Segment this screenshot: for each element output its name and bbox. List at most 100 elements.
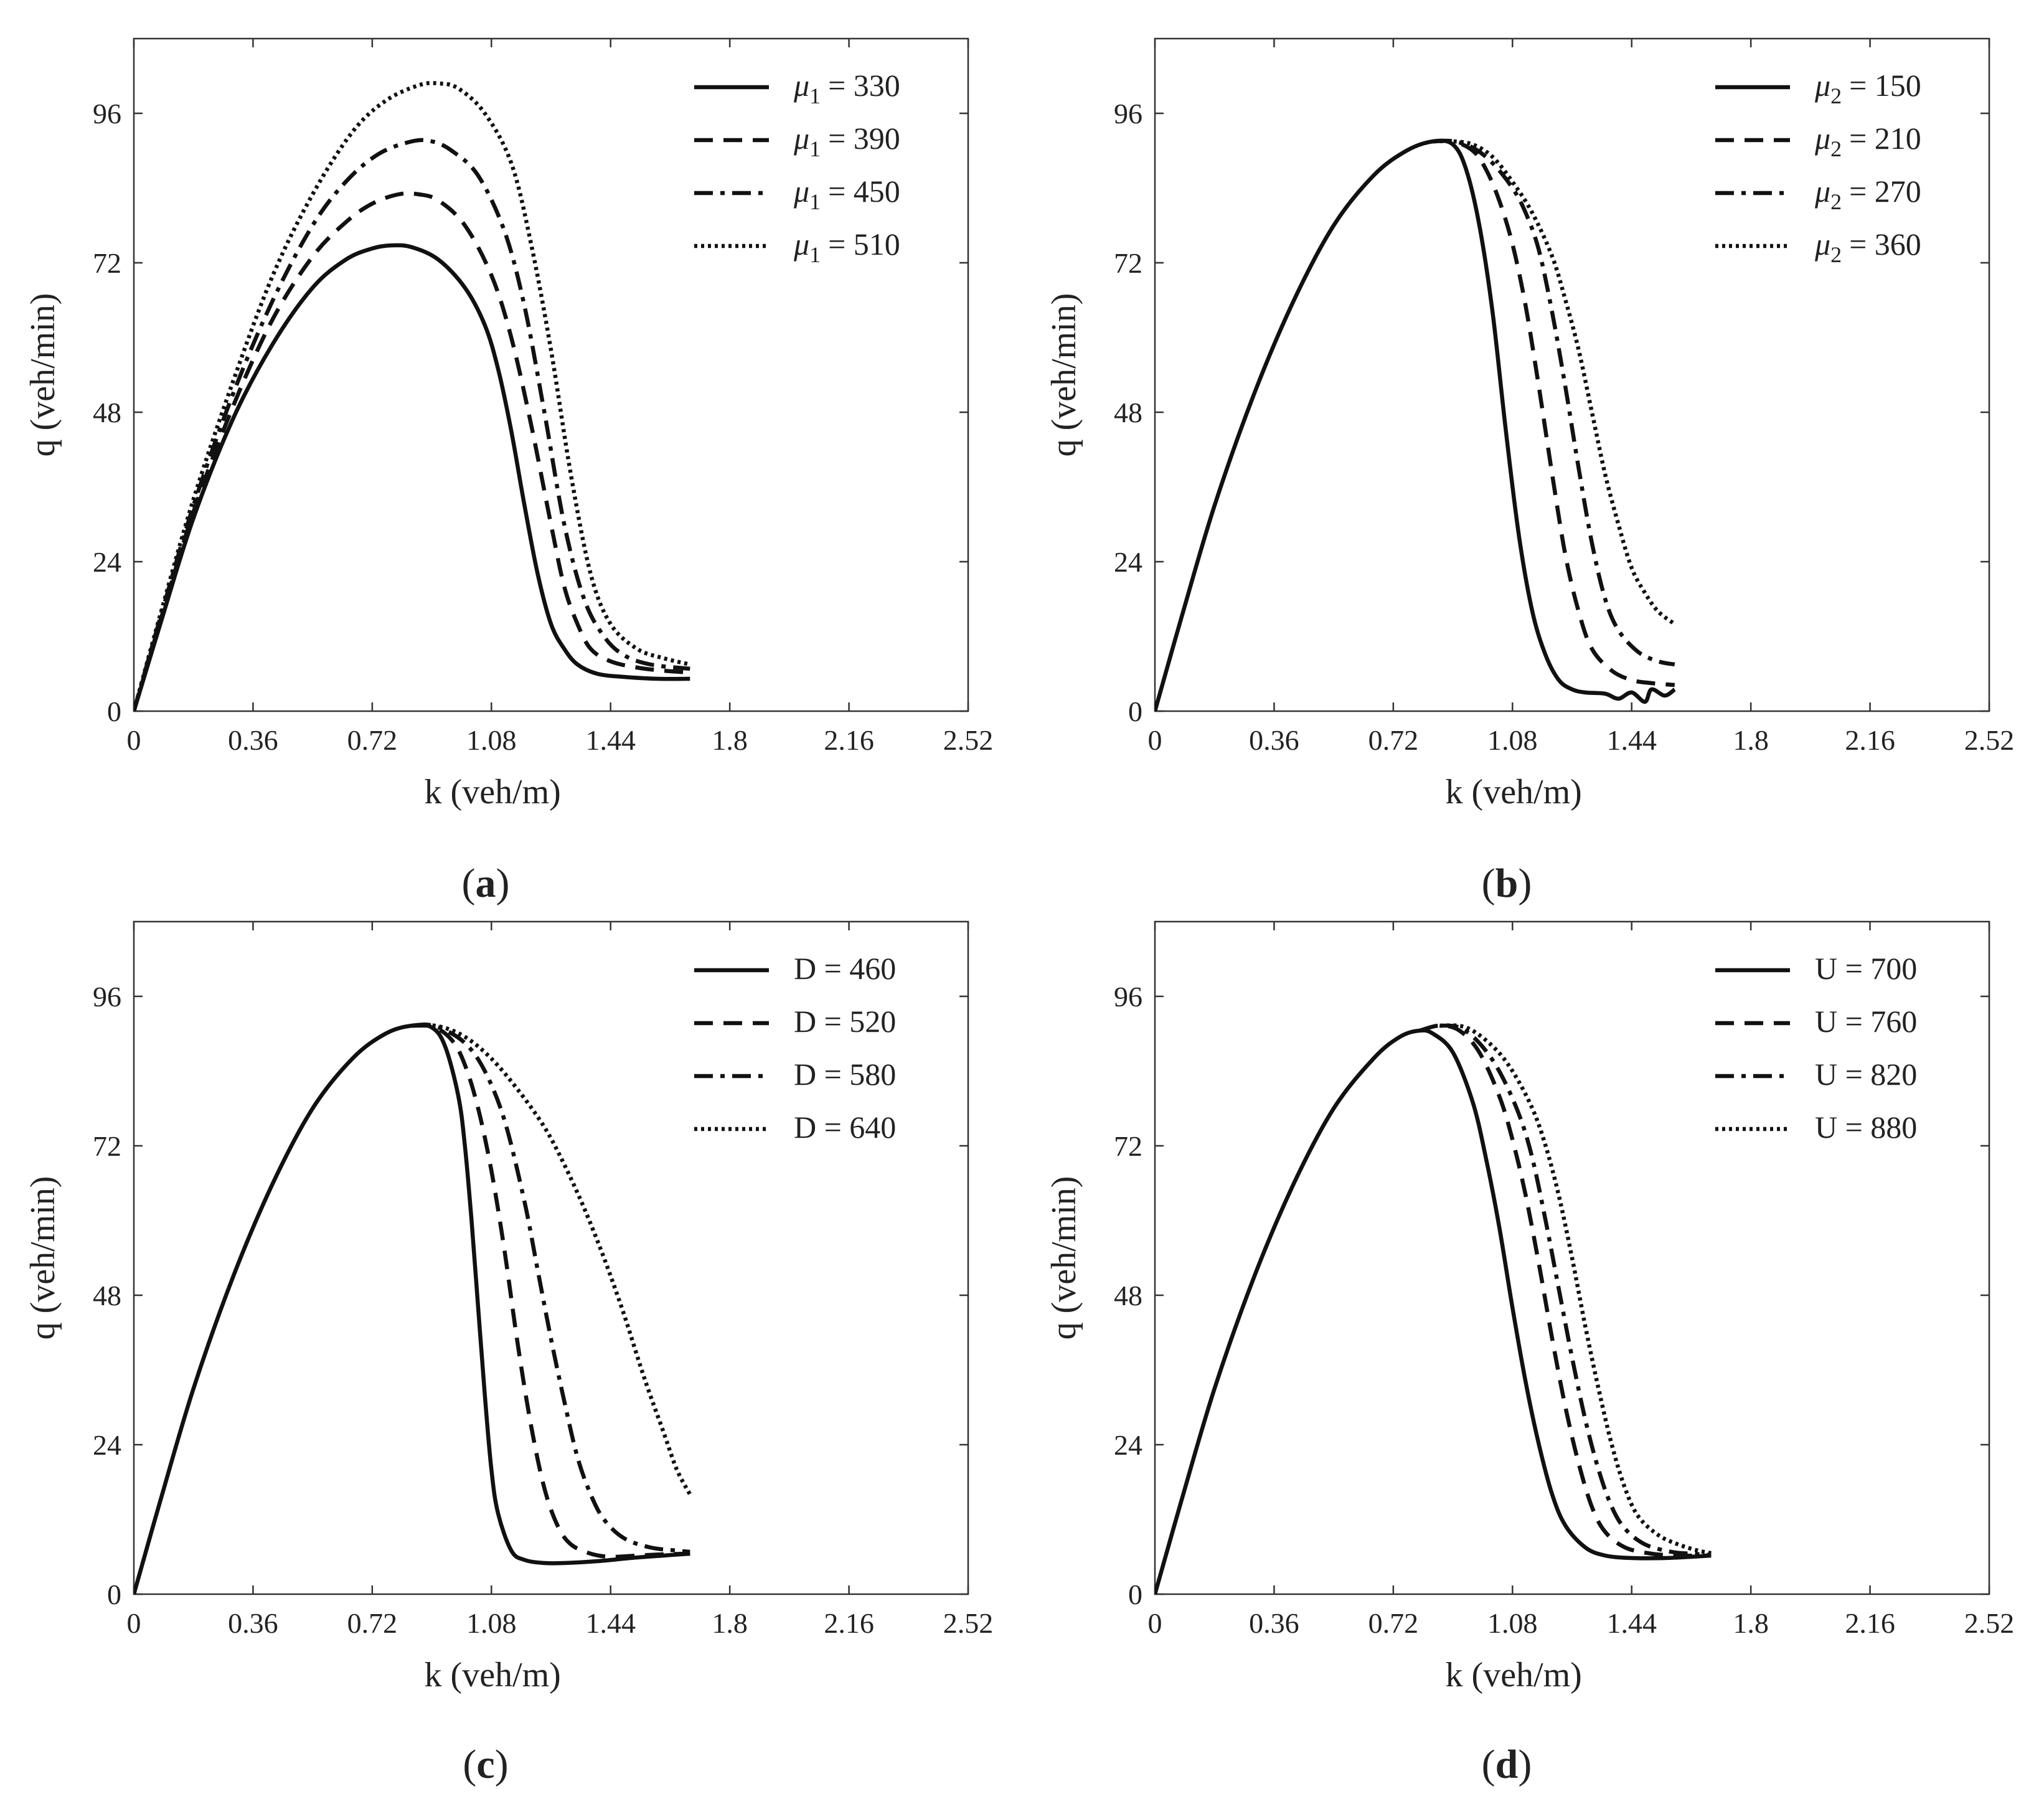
x-tick-label: 2.16 (1845, 724, 1895, 756)
x-tick-label: 1.08 (1487, 724, 1538, 756)
y-tick-label: 48 (93, 397, 121, 428)
x-tick-label: 0.72 (347, 724, 398, 756)
y-tick-label: 48 (93, 1280, 121, 1311)
x-tick-label: 0.36 (1249, 1607, 1299, 1639)
legend-label: μ1 = 450 (793, 174, 900, 214)
legend-label: U = 760 (1815, 1004, 1917, 1039)
chart-panel-d: 0 0.36 0.72 1.08 1.44 1.8 2.16 2.52 0 24 48 72 96 k (… (1045, 920, 2015, 1694)
x-tick-label: 0 (127, 1607, 141, 1639)
x-tick-label: 0.36 (228, 724, 278, 756)
x-tick-label: 0 (127, 724, 141, 756)
legend-label: U = 880 (1815, 1110, 1917, 1145)
y-tick-label: 48 (1114, 1280, 1142, 1311)
x-tick-label: 0.36 (1249, 724, 1299, 756)
legend-label: D = 580 (794, 1057, 896, 1092)
series-group (1155, 138, 1676, 711)
series-line-solid (1155, 1028, 1712, 1594)
y-tick-label: 24 (93, 1429, 121, 1461)
series-line-dashed (134, 191, 690, 711)
y-axis-label: q (veh/min) (1045, 1176, 1083, 1340)
x-tick-label: 1.8 (712, 1607, 748, 1639)
x-tick-label: 0.36 (228, 1607, 278, 1639)
legend-label: D = 640 (794, 1110, 896, 1145)
y-tick-label: 24 (93, 546, 121, 578)
legend-label: D = 520 (794, 1004, 896, 1039)
y-tick-label: 48 (1114, 397, 1142, 428)
y-axis-label: q (veh/min) (24, 1176, 62, 1340)
x-tick-label: 2.16 (824, 1607, 874, 1639)
y-tick-label: 72 (1114, 247, 1142, 279)
y-tick-label: 0 (107, 696, 121, 727)
series-line-dashed (412, 1023, 690, 1559)
x-tick-label: 0 (1148, 724, 1162, 756)
legend-label: μ2 = 270 (1814, 174, 1921, 214)
x-tick-label: 2.52 (1964, 1607, 2015, 1639)
y-tick-label: 0 (1128, 1579, 1142, 1610)
x-tick-label: 1.8 (1733, 1607, 1769, 1639)
legend-label: μ2 = 150 (1814, 68, 1921, 108)
x-axis-label: k (veh/m) (1446, 1656, 1582, 1694)
y-tick-label: 24 (1114, 546, 1142, 578)
plot-frame (133, 920, 969, 1595)
x-tick-label: 2.52 (1964, 724, 2015, 756)
x-axis-label: k (veh/m) (425, 773, 561, 811)
x-tick-label: 1.08 (466, 724, 517, 756)
series-line-dashdot (1433, 139, 1675, 667)
y-tick-label: 24 (1114, 1429, 1142, 1461)
legend-label: μ2 = 210 (1814, 121, 1921, 161)
x-tick-label: 0.72 (1368, 1607, 1419, 1639)
series-group (134, 1023, 692, 1594)
chart-panel-c: 0 0.36 0.72 1.08 1.44 1.8 2.16 2.52 0 24 48 72 96 k (… (24, 920, 994, 1694)
chart-panel-b: 0 0.36 0.72 1.08 1.44 1.8 2.16 2.52 0 24 48 72 96 k (… (1045, 37, 2015, 811)
x-tick-label: 0 (1148, 1607, 1162, 1639)
legend-label: U = 700 (1815, 951, 1917, 986)
y-tick-label: 0 (107, 1579, 121, 1610)
series-group (134, 81, 691, 711)
x-tick-label: 1.44 (1606, 724, 1657, 756)
series-line-dashed (1419, 1023, 1712, 1558)
x-tick-label: 1.8 (712, 724, 748, 756)
y-tick-label: 72 (93, 1130, 121, 1162)
x-tick-label: 1.08 (1487, 1607, 1538, 1639)
series-line-solid (134, 243, 690, 711)
y-tick-label: 96 (1114, 981, 1142, 1013)
plot-frame (1154, 37, 1990, 712)
series-line-dotted (1439, 1023, 1712, 1556)
panel-caption: (b) (1482, 861, 1532, 906)
x-axis-label: k (veh/m) (1446, 773, 1582, 811)
legend-label: μ1 = 390 (793, 121, 900, 161)
panel-caption: (d) (1482, 1742, 1532, 1787)
y-tick-label: 0 (1128, 696, 1142, 727)
series-line-dashdot (134, 138, 690, 711)
x-axis-label: k (veh/m) (425, 1656, 561, 1694)
legend-label: μ1 = 330 (793, 68, 900, 108)
legend-label: μ1 = 510 (793, 227, 900, 267)
series-line-dashdot (1439, 1023, 1712, 1557)
y-axis-label: q (veh/min) (24, 293, 62, 457)
y-axis-label: q (veh/min) (1045, 293, 1083, 457)
series-line-dotted (134, 81, 691, 711)
series-line-dotted (412, 1023, 692, 1496)
panel-caption: (c) (463, 1742, 508, 1787)
legend-label: U = 820 (1815, 1057, 1917, 1092)
series-line-dashdot (412, 1023, 690, 1554)
y-tick-label: 72 (93, 247, 121, 279)
series-line-dashed (1433, 138, 1675, 687)
plot-frame (133, 37, 969, 712)
chart-panel-a: 0 0.36 0.72 1.08 1.44 1.8 2.16 2.52 0 24 48 72 96 k (… (24, 37, 993, 811)
x-tick-label: 0.72 (347, 1607, 398, 1639)
x-tick-label: 2.16 (1845, 1607, 1895, 1639)
legend-label: μ2 = 360 (1814, 227, 1921, 267)
series-line-solid (1155, 138, 1676, 711)
series-line-dotted (1433, 139, 1676, 626)
x-tick-label: 0.72 (1368, 724, 1419, 756)
x-tick-label: 2.52 (943, 1607, 994, 1639)
x-tick-label: 2.16 (824, 724, 874, 756)
panel-caption: (a) (462, 861, 510, 906)
y-tick-label: 96 (1114, 98, 1142, 130)
legend-label: D = 460 (794, 951, 896, 986)
x-tick-label: 1.44 (1606, 1607, 1657, 1639)
x-tick-label: 1.44 (585, 724, 636, 756)
x-tick-label: 1.8 (1733, 724, 1769, 756)
